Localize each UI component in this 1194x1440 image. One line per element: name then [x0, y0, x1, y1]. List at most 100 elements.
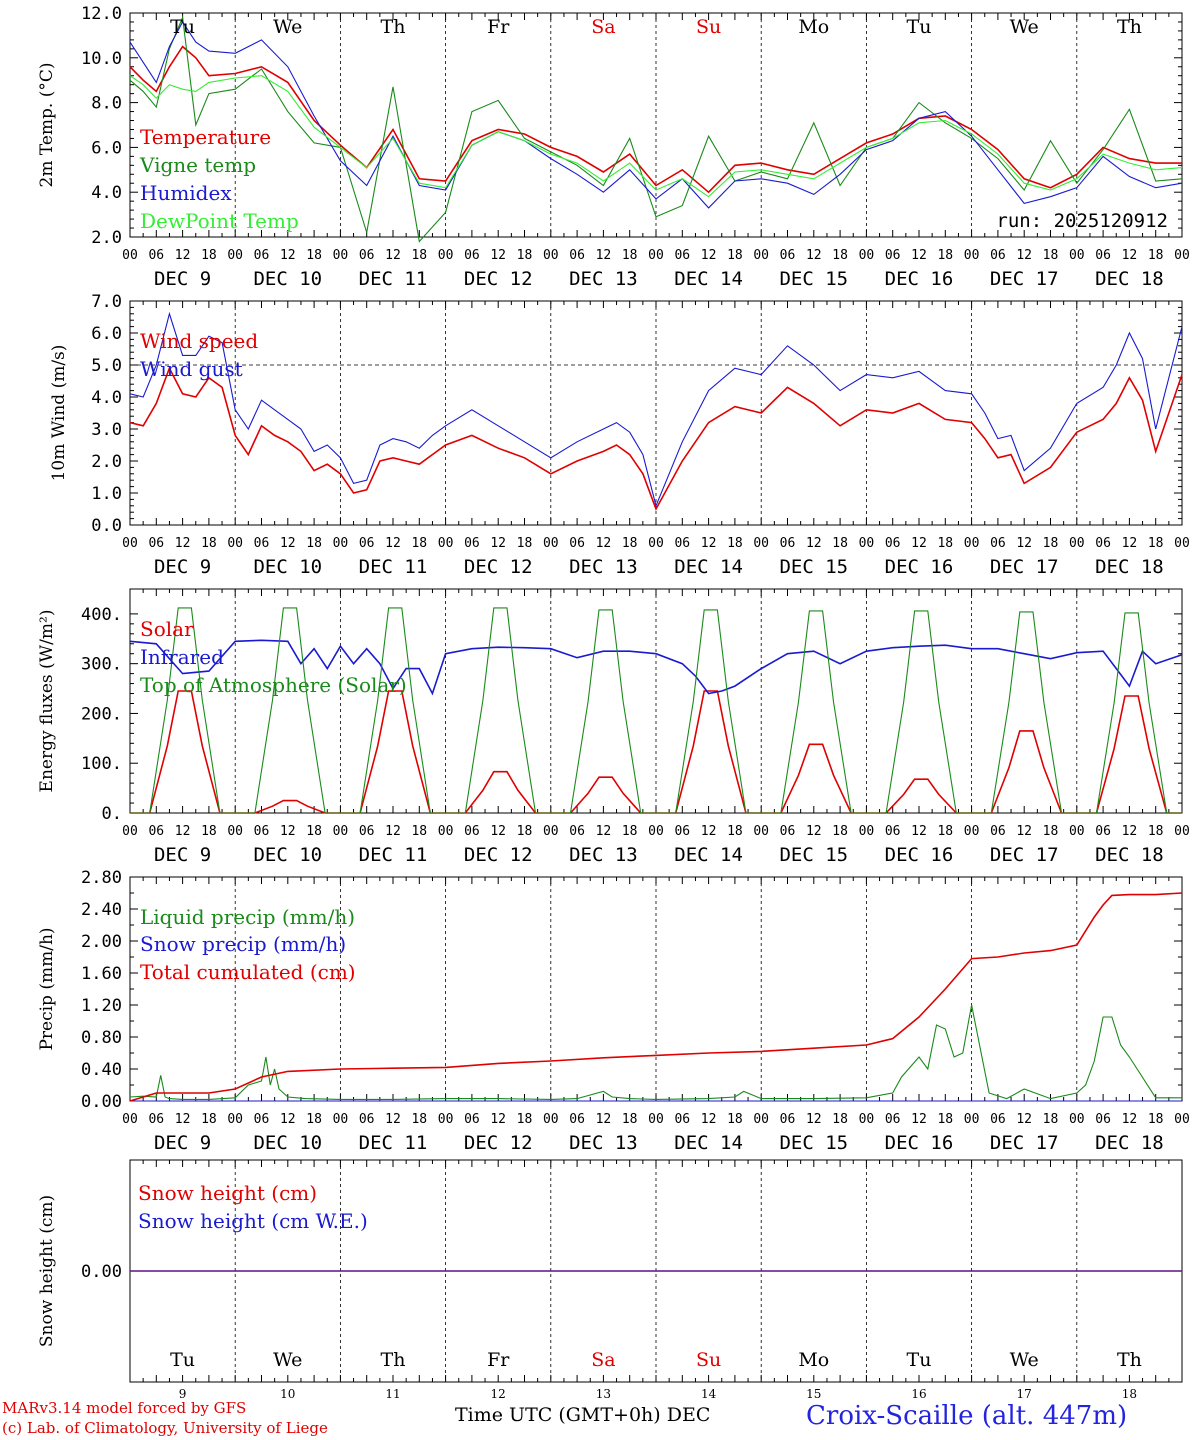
- date-label: DEC 12: [464, 844, 533, 866]
- y-tick-label: 2.80: [81, 868, 122, 888]
- hour-tick-label: 12: [806, 536, 822, 551]
- series-wind-speed: [129, 366, 1183, 511]
- date-label: DEC 9: [154, 844, 211, 866]
- hour-tick-label: 12: [175, 248, 191, 263]
- date-label: DEC 16: [885, 556, 954, 578]
- hour-tick-label: 06: [1095, 536, 1111, 551]
- y-tick-label: 2.0: [91, 452, 122, 472]
- hour-tick-label: 00: [859, 248, 875, 263]
- hour-tick-label: 00: [438, 1112, 454, 1127]
- day-label: Sa: [591, 16, 615, 38]
- hour-tick-label: 12: [385, 248, 401, 263]
- y-tick-label: 300.: [81, 655, 122, 675]
- hour-tick-label: 00: [227, 536, 243, 551]
- hour-tick-label: 12: [596, 824, 612, 839]
- y-tick-label: 8.0: [91, 94, 122, 114]
- legend-entry: Vigne temp: [139, 153, 256, 177]
- hour-tick-label: 18: [622, 536, 638, 551]
- hour-tick-label: 00: [753, 1112, 769, 1127]
- hour-tick-label: 18: [411, 248, 427, 263]
- hour-tick-label: 12: [701, 248, 717, 263]
- legend-entry: Solar: [140, 617, 194, 641]
- hour-tick-label: 00: [227, 1112, 243, 1127]
- y-tick-label: 0.0: [91, 516, 122, 536]
- date-label: DEC 14: [674, 844, 743, 866]
- hour-tick-label: 12: [280, 536, 296, 551]
- hour-tick-label: 18: [622, 248, 638, 263]
- hour-tick-label: 06: [885, 824, 901, 839]
- date-label: DEC 18: [1095, 268, 1164, 290]
- hour-tick-label: 06: [885, 536, 901, 551]
- series-liquid-precip-mm-h-: [129, 1004, 1182, 1100]
- y-tick-label: 0.: [102, 804, 122, 824]
- hour-tick-label: 12: [596, 536, 612, 551]
- hour-tick-label: 18: [517, 248, 533, 263]
- date-label: DEC 13: [569, 844, 638, 866]
- y-tick-label: 0.00: [81, 1092, 122, 1112]
- hour-tick-label: 06: [1095, 1112, 1111, 1127]
- date-label: DEC 17: [990, 1132, 1059, 1154]
- hour-tick-label: 06: [569, 1112, 585, 1127]
- hour-tick-label: 00: [964, 248, 980, 263]
- y-tick-label: 100.: [81, 754, 122, 774]
- date-label: DEC 15: [779, 844, 848, 866]
- y-tick-label: 5.0: [91, 356, 122, 376]
- hour-tick-label: 12: [175, 536, 191, 551]
- y-tick-label: 6.0: [91, 324, 122, 344]
- hour-tick-label: 18: [306, 824, 322, 839]
- hour-tick-label: 00: [753, 824, 769, 839]
- hour-tick-label: 00: [227, 824, 243, 839]
- hour-tick-label: 00: [1174, 536, 1190, 551]
- hour-tick-label: 06: [464, 824, 480, 839]
- legend-entry: Wind gust: [140, 357, 243, 381]
- hour-tick-label: 00: [543, 536, 559, 551]
- hour-tick-label: 06: [990, 248, 1006, 263]
- hour-tick-label: 06: [674, 248, 690, 263]
- hour-tick-label: 06: [885, 248, 901, 263]
- y-tick-label: 6.0: [91, 138, 122, 158]
- day-label: Th: [381, 16, 406, 38]
- day-label: Th: [1117, 1349, 1142, 1371]
- hour-tick-label: 06: [1095, 248, 1111, 263]
- hour-tick-label: 06: [359, 824, 375, 839]
- date-label: DEC 16: [885, 268, 954, 290]
- date-label: DEC 11: [359, 844, 428, 866]
- hour-tick-label: 00: [438, 536, 454, 551]
- lab-credit: (c) Lab. of Climatology, University of L…: [2, 1419, 328, 1437]
- hour-tick-label: 06: [990, 536, 1006, 551]
- date-label: DEC 11: [359, 268, 428, 290]
- hour-tick-label: 06: [359, 1112, 375, 1127]
- hour-tick-label: 00: [648, 1112, 664, 1127]
- hour-tick-label: 18: [1043, 824, 1059, 839]
- hour-tick-label: 18: [727, 248, 743, 263]
- y-tick-label: 1.60: [81, 964, 122, 984]
- hour-tick-label: 00: [1069, 1112, 1085, 1127]
- hour-tick-label: 06: [990, 1112, 1006, 1127]
- panel-wind: [129, 300, 1183, 526]
- date-label: DEC 10: [253, 844, 322, 866]
- hour-tick-label: 00: [859, 536, 875, 551]
- hour-tick-label: 18: [727, 1112, 743, 1127]
- hour-tick-label: 12: [596, 1112, 612, 1127]
- date-number: 11: [385, 1387, 400, 1401]
- hour-tick-label: 18: [517, 1112, 533, 1127]
- date-label: DEC 18: [1095, 844, 1164, 866]
- series-humidex: [129, 20, 1183, 209]
- day-label: Sa: [591, 1349, 615, 1371]
- hour-tick-label: 12: [490, 824, 506, 839]
- date-number: 9: [179, 1387, 187, 1401]
- panel-snow: [129, 1159, 1183, 1383]
- day-label: We: [1010, 1349, 1039, 1371]
- hour-tick-label: 12: [1122, 1112, 1138, 1127]
- legend-entry: Snow precip (mm/h): [140, 932, 346, 956]
- date-number: 14: [701, 1387, 717, 1401]
- date-label: DEC 16: [885, 1132, 954, 1154]
- day-label: Tu: [170, 16, 195, 38]
- model-credit: MARv3.14 model forced by GFS: [2, 1399, 247, 1417]
- hour-tick-label: 06: [464, 248, 480, 263]
- date-number: 16: [911, 1387, 926, 1401]
- hour-tick-label: 00: [964, 824, 980, 839]
- hour-tick-label: 12: [1122, 536, 1138, 551]
- hour-tick-label: 12: [806, 1112, 822, 1127]
- hour-tick-label: 18: [201, 824, 217, 839]
